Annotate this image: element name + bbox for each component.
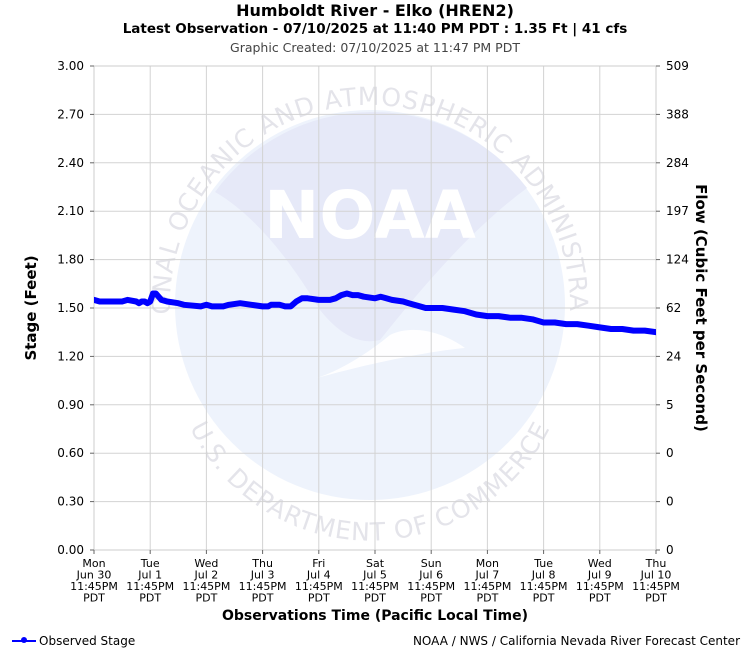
x-tick-label: Tue Jul 8 11:45PM PDT: [520, 557, 568, 605]
y-tick-label: 0.30: [57, 495, 84, 509]
y2-tick-label: 0: [666, 543, 674, 557]
series-observed-stage: [94, 290, 656, 336]
y-tick-label: 1.20: [57, 349, 84, 363]
y-axis-label: Stage (Feet): [22, 255, 40, 360]
x-tick-label: Sun Jul 6 11:45PM PDT: [407, 557, 455, 605]
y2-tick-label: 0: [666, 446, 674, 460]
x-tick-label: Fri Jul 4 11:45PM PDT: [295, 557, 343, 605]
y-tick-label: 2.70: [57, 107, 84, 121]
noaa-logo-text: NOAA: [264, 177, 476, 254]
y2-tick-label: 197: [666, 204, 689, 218]
y-axis-right: 0 0 0 5 24 62 124 197 284 388 509: [656, 59, 689, 557]
y2-tick-label: 124: [666, 253, 689, 267]
noaa-logo-watermark: NOAA NATIONAL OCEANIC AND ATMOSPHERIC AD…: [0, 0, 592, 547]
x-tick-label: Tue Jul 1 11:45PM PDT: [126, 557, 174, 605]
y-tick-label: 1.50: [57, 301, 84, 315]
y-tick-label: 0.90: [57, 398, 84, 412]
latest-observation: Latest Observation - 07/10/2025 at 11:40…: [122, 21, 628, 37]
x-axis-label: Observations Time (Pacific Local Time): [222, 608, 528, 624]
legend: Observed Stage: [12, 634, 135, 648]
y2-tick-label: 284: [666, 156, 689, 170]
series-line-observed-stage: [94, 290, 656, 336]
x-tick-label: Mon Jul 7 11:45PM PDT: [463, 557, 511, 605]
x-tick-label: Thu Jul 3 11:45PM PDT: [239, 557, 287, 605]
y-tick-label: 0.60: [57, 446, 84, 460]
legend-marker: [12, 637, 36, 643]
grid-lines: [93, 65, 657, 551]
y2-tick-label: 62: [666, 301, 681, 315]
legend-label: Observed Stage: [39, 634, 136, 648]
y-tick-label: 2.10: [57, 204, 84, 218]
credit-text: NOAA / NWS / California Nevada River For…: [412, 634, 740, 648]
x-tick-label: Thu Jul 10 11:45PM PDT: [632, 557, 680, 605]
y2-tick-label: 24: [666, 349, 681, 363]
y-tick-label: 1.80: [57, 253, 84, 267]
x-tick-label: Wed Jul 9 11:45PM PDT: [576, 557, 624, 605]
y-tick-label: 3.00: [57, 59, 84, 73]
y2-tick-label: 509: [666, 59, 689, 73]
y2-tick-label: 5: [666, 398, 674, 412]
y2-tick-label: 0: [666, 495, 674, 509]
y2-tick-label: 388: [666, 107, 689, 121]
graphic-created: Graphic Created: 07/10/2025 at 11:47 PM …: [230, 40, 520, 55]
x-tick-label: Wed Jul 2 11:45PM PDT: [182, 557, 230, 605]
y-axis-left: 0.00 0.30 0.60 0.90 1.20 1.50 1.80 2.10 2.40 2.70…: [57, 59, 94, 557]
y-tick-label: 2.40: [57, 156, 84, 170]
x-tick-label: Mon Jun 30 11:45PM PDT: [70, 557, 118, 605]
x-tick-label: Sat Jul 5 11:45PM PDT: [351, 557, 399, 605]
y2-axis-label: Flow (Cubic Feet per Second): [692, 184, 710, 432]
y-tick-label: 0.00: [57, 543, 84, 557]
chart-title: Humboldt River - Elko (HREN2): [236, 1, 514, 20]
